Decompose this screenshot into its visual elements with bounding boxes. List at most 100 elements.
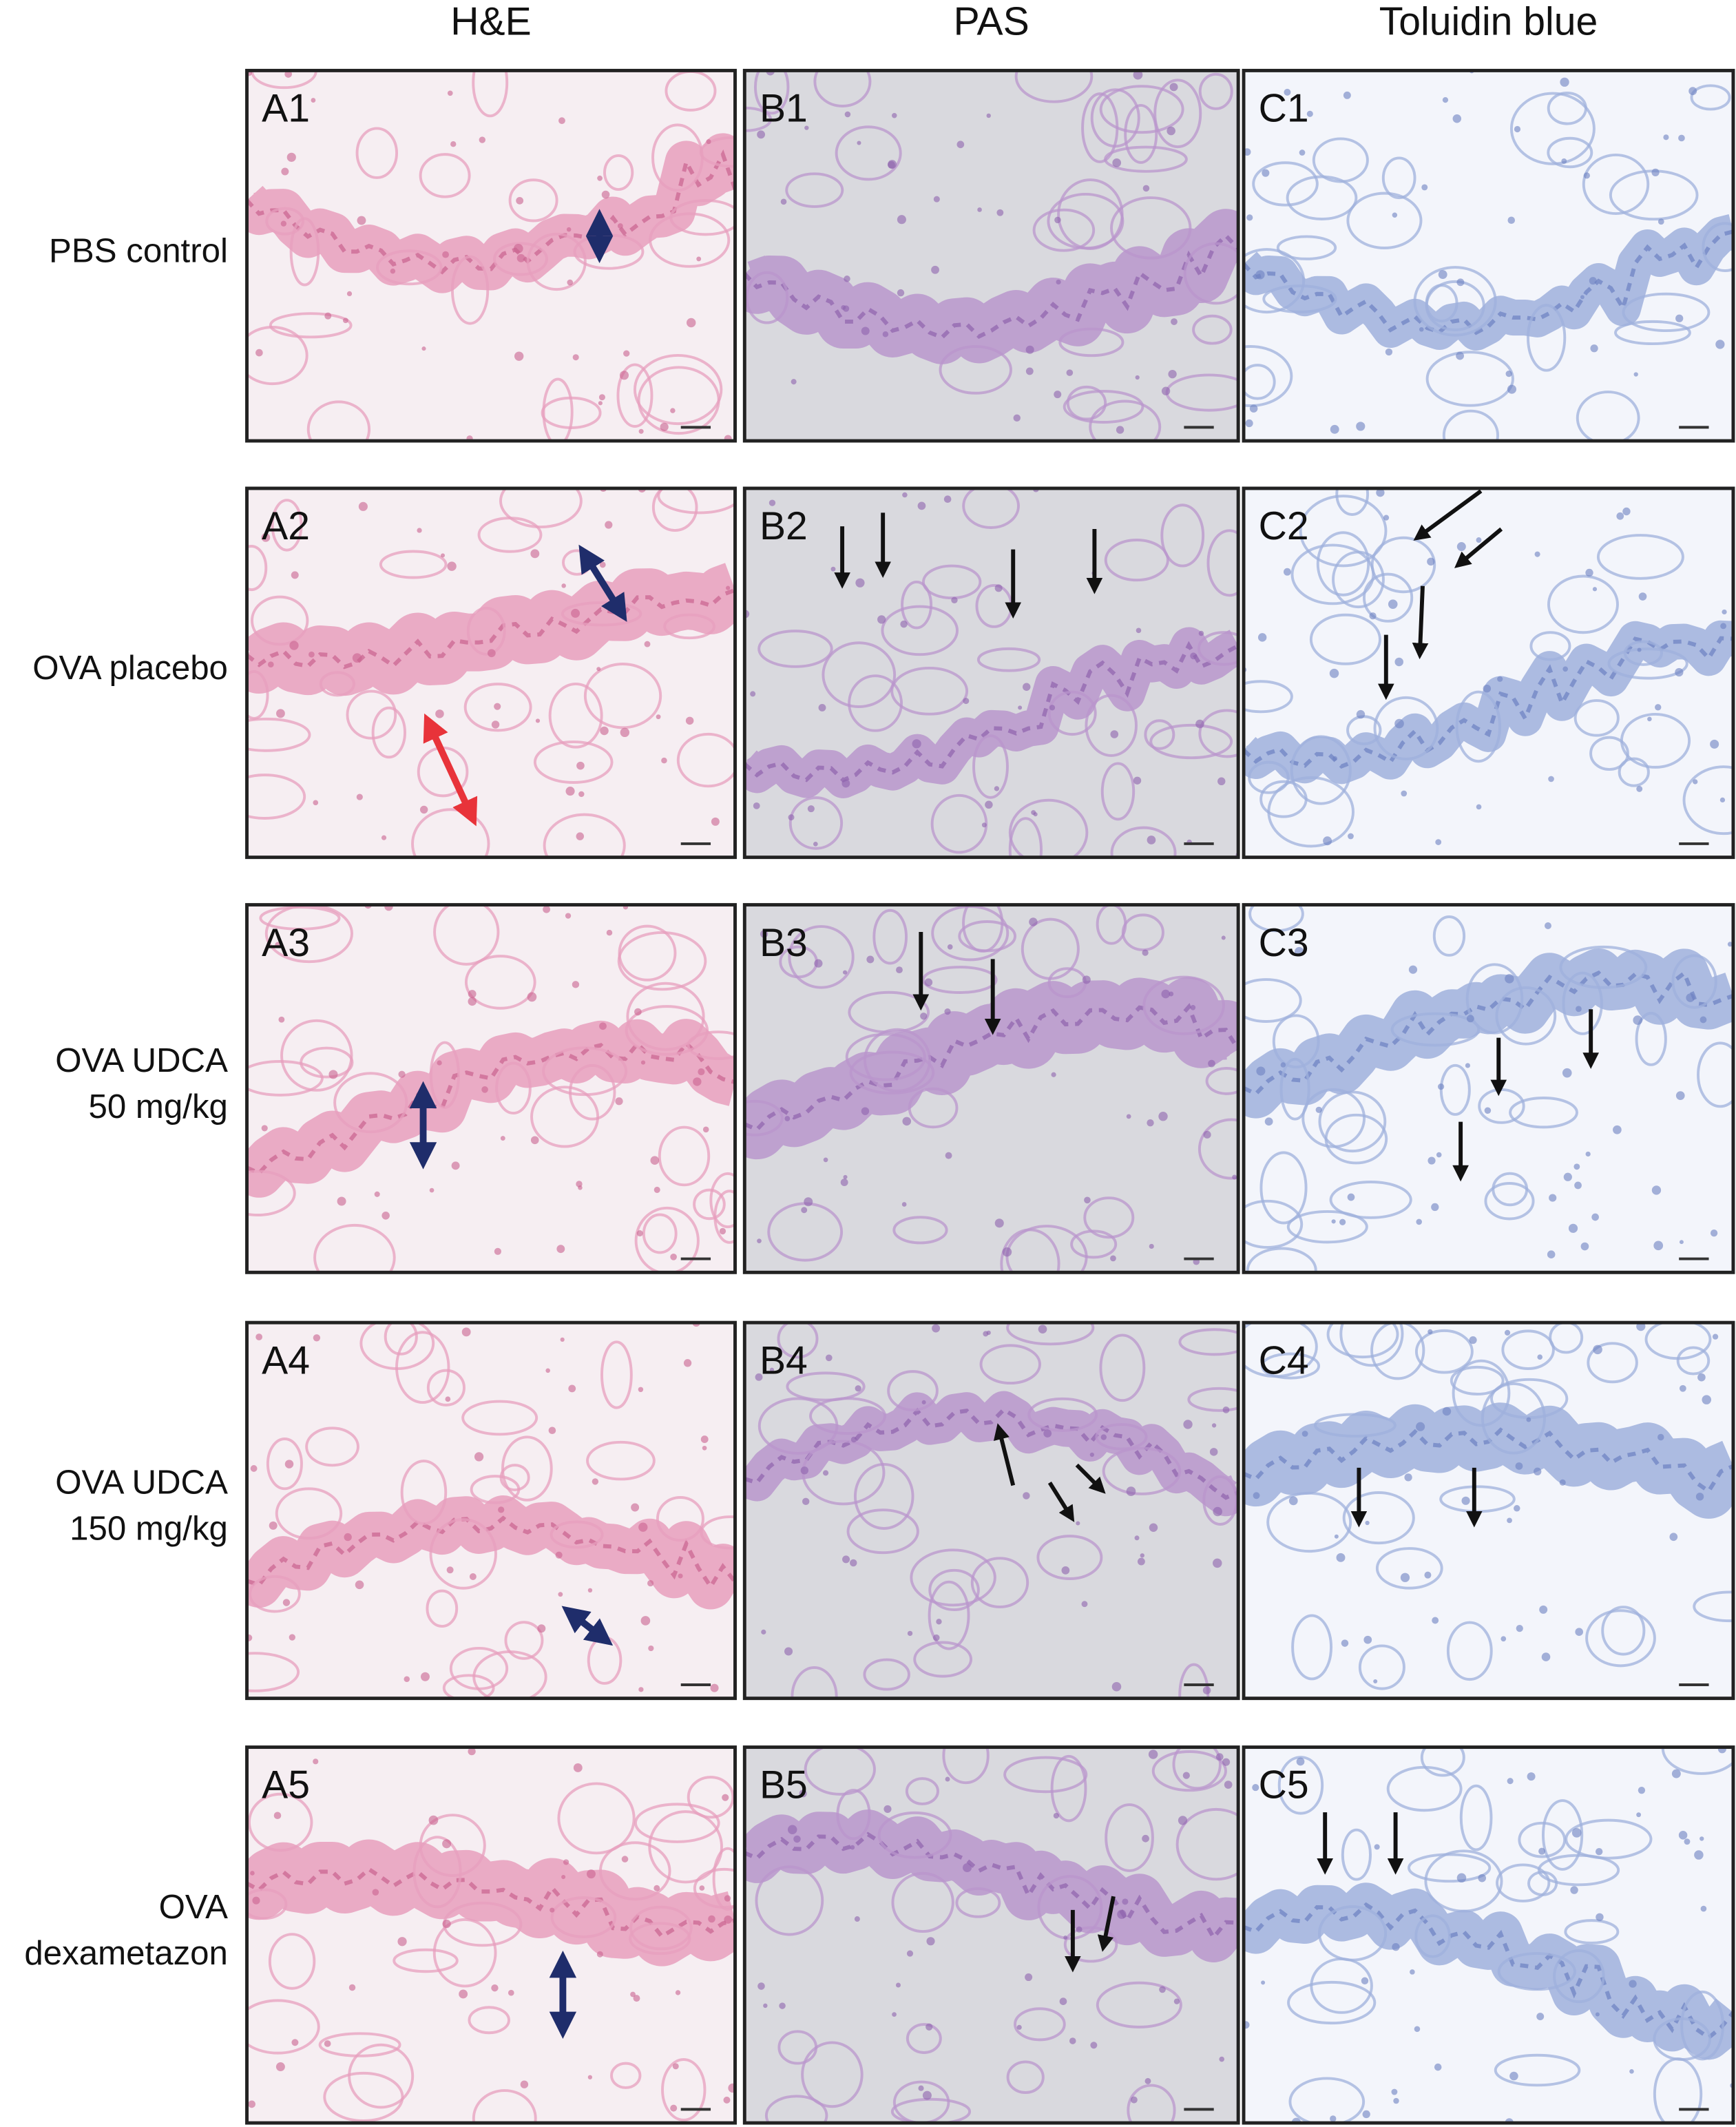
micrograph-panel: B3: [742, 903, 1240, 1274]
nucleus: [1369, 612, 1377, 620]
alveolus: [658, 1125, 711, 1187]
arrow: [1454, 527, 1503, 568]
alveolus: [1573, 699, 1620, 737]
nucleus: [468, 1747, 476, 1756]
nucleus: [346, 291, 353, 297]
alveolus: [1099, 85, 1184, 134]
alveolus: [1564, 1919, 1620, 1944]
alveolus: [1172, 1747, 1222, 1790]
tissue-band: [1244, 214, 1733, 351]
alveolus: [881, 605, 959, 656]
panel-border: [742, 486, 1240, 860]
nucleus: [861, 1107, 870, 1115]
nucleus: [1484, 1107, 1492, 1114]
nucleus: [1559, 1479, 1566, 1486]
nucleus: [896, 966, 903, 974]
nucleus: [1483, 684, 1492, 693]
nucleus: [1117, 1909, 1127, 1919]
alveolus: [906, 2023, 942, 2054]
nucleus: [498, 1506, 505, 1513]
alveolus: [1497, 1952, 1576, 1991]
alveolus: [1341, 1828, 1372, 1881]
nucleus: [854, 1916, 860, 1922]
alveolus: [432, 1918, 497, 1988]
nucleus: [442, 251, 449, 258]
alveolus: [634, 1803, 720, 1843]
alveolus: [1501, 1329, 1555, 1370]
alveolus: [1175, 1807, 1239, 1881]
nucleus: [702, 1445, 707, 1451]
nucleus: [494, 1247, 501, 1255]
nucleus: [1249, 404, 1258, 413]
panel-label: A3: [262, 921, 310, 965]
tissue-band: [744, 627, 1239, 798]
alveolus: [530, 1086, 600, 1148]
panel-border: [245, 903, 737, 1274]
panel-border: [245, 1745, 737, 2125]
alveolus: [1160, 504, 1205, 568]
nucleus: [823, 1157, 828, 1163]
alveolus: [1248, 760, 1290, 794]
alveolus: [1153, 79, 1202, 149]
alveolus: [1178, 1328, 1239, 1356]
nucleus: [1033, 812, 1038, 817]
nucleus: [931, 265, 939, 274]
alveolus: [626, 982, 705, 1051]
nucleus: [429, 1187, 435, 1193]
nucleus: [261, 1125, 268, 1132]
alveolus: [1342, 1491, 1415, 1545]
nucleus: [417, 528, 422, 533]
alveolus: [955, 1887, 1001, 1918]
nucleus: [1049, 705, 1056, 711]
panel-border: [1242, 1745, 1735, 2125]
nucleus: [861, 326, 870, 335]
alveolus: [600, 1340, 633, 1409]
nucleus: [356, 793, 363, 800]
alveolus: [1287, 1980, 1377, 2025]
nucleus: [1133, 70, 1143, 80]
alveolus: [764, 2095, 828, 2124]
nucleus: [1111, 1681, 1122, 1692]
nucleus: [1147, 1119, 1154, 1127]
nucleus: [1082, 975, 1091, 984]
nucleus: [779, 2002, 786, 2009]
nucleus: [1182, 1772, 1190, 1779]
alveolus: [1518, 1821, 1567, 1858]
nucleus: [1414, 2026, 1421, 2033]
alveolus: [892, 1216, 948, 1245]
alveolus: [872, 909, 908, 965]
nucleus: [983, 1331, 989, 1337]
nucleus: [1198, 630, 1204, 636]
alveolus: [247, 1999, 320, 2055]
panel-content: [1244, 1322, 1733, 1699]
alveolus: [1329, 1181, 1412, 1219]
nucleus: [558, 117, 565, 125]
nucleus: [633, 1995, 640, 2002]
alveolus: [616, 363, 653, 428]
nucleus: [653, 1885, 660, 1891]
nucleus: [487, 649, 496, 658]
nucleus: [1054, 391, 1062, 399]
nucleus: [638, 1387, 644, 1393]
alveolus: [663, 613, 715, 640]
nucleus: [565, 913, 572, 919]
nucleus: [1315, 1106, 1322, 1113]
nucleus: [1712, 1334, 1719, 1340]
nucleus: [494, 703, 501, 710]
nucleus: [282, 1599, 291, 1606]
nucleus: [1144, 2077, 1151, 2084]
alveolus: [426, 1589, 459, 1628]
alveolus: [610, 2062, 642, 2089]
nucleus: [661, 757, 667, 764]
nucleus: [381, 835, 387, 840]
nucleus: [491, 720, 500, 729]
alveolus: [1697, 1041, 1733, 1108]
nucleus: [1142, 1834, 1149, 1843]
nucleus: [572, 354, 579, 361]
nucleus: [1219, 2056, 1225, 2062]
row-label: 150 mg/kg: [70, 1509, 228, 1547]
alveolus: [753, 70, 790, 115]
nucleus: [1294, 946, 1304, 957]
nucleus: [474, 1452, 484, 1462]
nucleus: [902, 1117, 912, 1126]
